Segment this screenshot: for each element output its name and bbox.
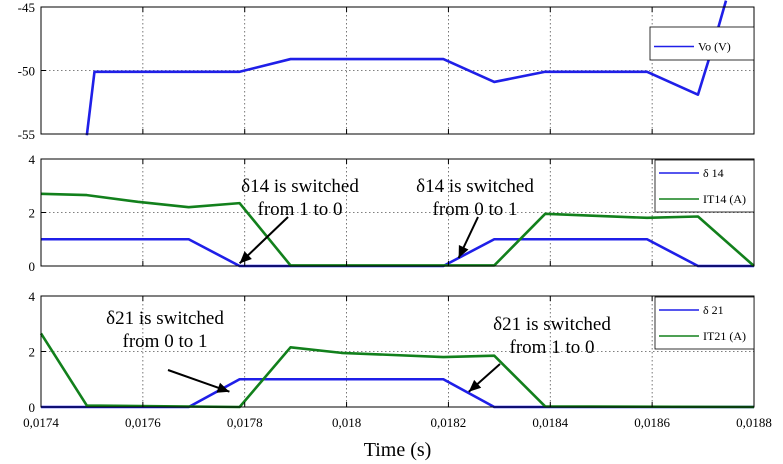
series-line-2 — [40, 192, 755, 267]
x-tick-label: 0,0182 — [431, 415, 467, 430]
series-line-1 — [85, 0, 728, 136]
annotation-text: from 0 to 1 — [123, 331, 208, 352]
legend: δ 14 IT14 (A) — [654, 159, 755, 213]
y-tick-label: -55 — [18, 127, 35, 142]
legend-box — [654, 159, 755, 213]
legend-entry: IT21 (A) — [703, 329, 746, 343]
y-tick-label: 4 — [29, 152, 36, 167]
annotation-text: from 1 to 0 — [258, 199, 343, 220]
legend: δ 21 IT21 (A) — [654, 296, 755, 350]
x-axis-label: Time (s) — [364, 439, 432, 461]
legend-entry: Vo (V) — [698, 40, 731, 54]
annotation-text: δ14 is switched — [416, 176, 534, 197]
y-tick-label: 0 — [29, 400, 36, 415]
annotation-text: from 1 to 0 — [510, 337, 595, 358]
y-tick-label: 4 — [29, 289, 36, 304]
y-tick-label: -45 — [18, 0, 35, 15]
legend-box — [649, 26, 755, 61]
x-tick-label: 0,0178 — [227, 415, 263, 430]
annotation-text: from 0 to 1 — [433, 199, 518, 220]
series-line-1 — [41, 237, 754, 268]
x-tick-label: 0,0174 — [23, 415, 59, 430]
legend-entry: IT14 (A) — [703, 192, 746, 206]
x-tick-label: 0,0186 — [634, 415, 670, 430]
legend-entry: δ 14 — [703, 166, 724, 180]
y-tick-label: -50 — [18, 64, 35, 79]
legend-entry: δ 21 — [703, 303, 724, 317]
annotation-arrow-head — [468, 379, 482, 392]
x-tick-label: 0,0176 — [125, 415, 161, 430]
delta21-panel: 0 2 4 0,0174 0,0176 0,0178 0,018 0,0182 0,0184 0,… — [23, 289, 772, 461]
annotation-text: δ21 is switched — [106, 308, 224, 329]
x-tick-label: 0,0188 — [736, 415, 772, 430]
legend: Vo (V) — [649, 26, 755, 61]
annotation-text: δ21 is switched — [493, 314, 611, 335]
x-tick-label: 0,0184 — [532, 415, 568, 430]
annotation-text: δ14 is switched — [241, 176, 359, 197]
annotation-arrow-head — [216, 382, 230, 393]
vo-panel: -55 -50 -45 Vo (V) — [18, 0, 755, 142]
legend-box — [654, 296, 755, 350]
annotation-arrow-head — [239, 251, 252, 264]
y-tick-label: 2 — [29, 345, 36, 360]
x-tick-label: 0,018 — [332, 415, 361, 430]
y-tick-label: 2 — [29, 206, 36, 221]
series-line-2 — [39, 332, 755, 409]
annotation-arrow-head — [458, 244, 469, 258]
y-tick-label: 0 — [29, 259, 36, 274]
